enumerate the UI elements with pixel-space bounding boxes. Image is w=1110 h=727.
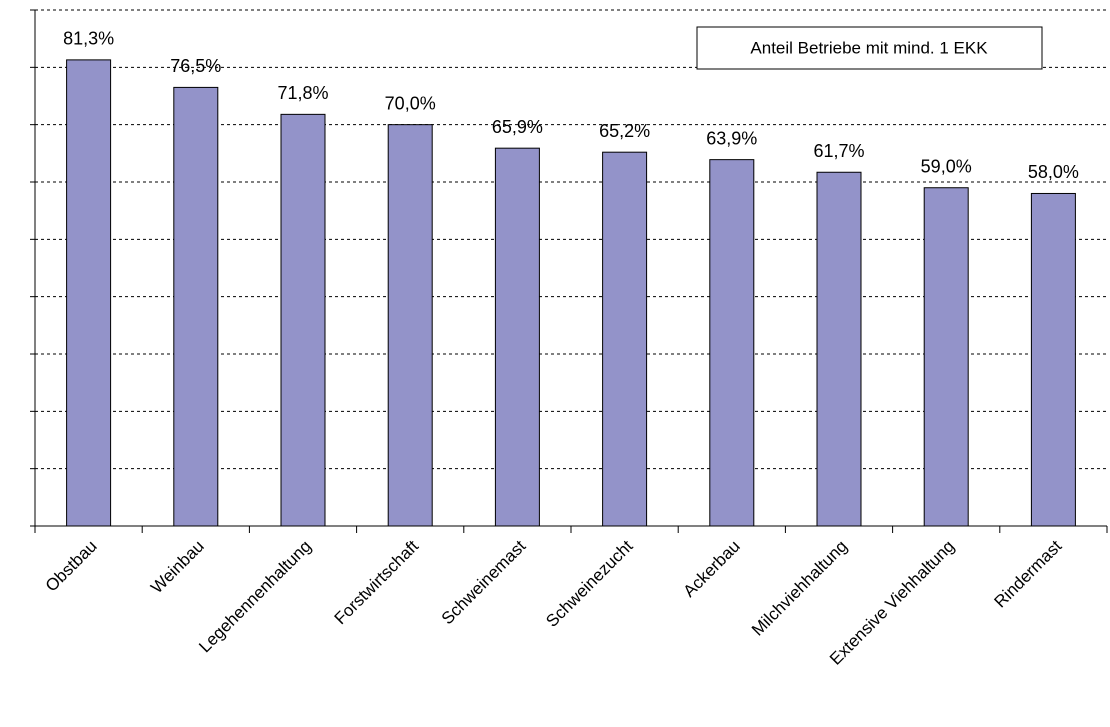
x-tick-label: Obstbau [42, 537, 101, 596]
x-tick-label: Milchviehhaltung [748, 537, 851, 640]
bar [602, 151, 648, 527]
x-tick-label: Forstwirtschaft [331, 536, 423, 628]
x-tick-label: Schweinezucht [542, 536, 636, 630]
value-label: 81,3% [63, 29, 114, 49]
x-tick-label: Schweinemast [438, 536, 530, 628]
bar [387, 124, 433, 527]
value-label: 65,9% [492, 117, 543, 137]
x-tick-label: Legehennenhaltung [195, 537, 315, 657]
x-tick-label: Weinbau [147, 537, 208, 598]
bar [494, 147, 540, 527]
value-label: 61,7% [813, 141, 864, 161]
x-tick-label: Ackerbau [680, 537, 744, 601]
value-label: 63,9% [706, 128, 757, 148]
value-label: 76,5% [170, 56, 221, 76]
legend-label: Anteil Betriebe mit mind. 1 EKK [750, 38, 988, 57]
x-tick-label: Extensive Viehhaltung [826, 537, 958, 669]
x-tick-label: Rindermast [991, 536, 1066, 611]
bar [923, 187, 969, 527]
bar [1030, 192, 1076, 527]
legend-box [696, 26, 1043, 70]
bar [66, 59, 112, 527]
value-label: 58,0% [1028, 162, 1079, 182]
bar [280, 113, 326, 527]
value-label: 65,2% [599, 121, 650, 141]
value-label: 59,0% [921, 156, 972, 176]
value-label: 71,8% [277, 83, 328, 103]
bar [709, 159, 755, 527]
bar [816, 171, 862, 527]
bar [173, 86, 219, 527]
value-label: 70,0% [385, 93, 436, 113]
